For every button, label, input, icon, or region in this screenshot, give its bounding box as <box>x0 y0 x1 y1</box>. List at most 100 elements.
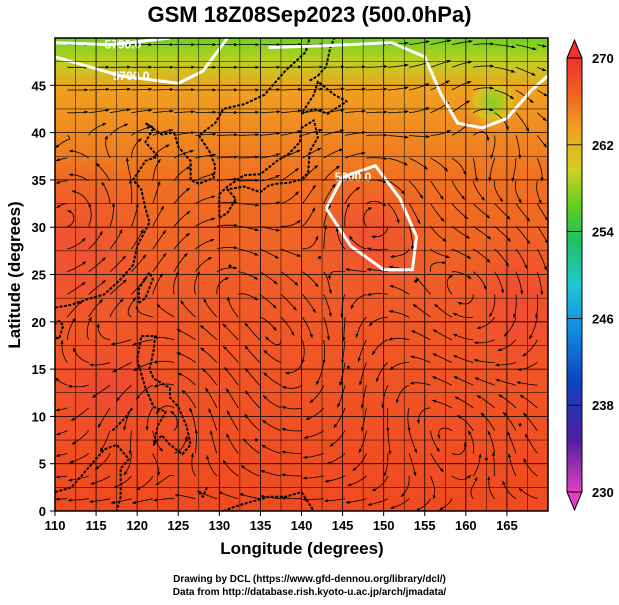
streamline <box>524 433 538 454</box>
streamline <box>94 453 111 470</box>
streamline <box>280 248 302 257</box>
streamline <box>302 108 324 114</box>
x-tick-label-145: 145 <box>332 518 354 533</box>
streamline <box>280 316 295 336</box>
temperature-field: 5700.0 5790.0 5900.0 <box>55 38 548 511</box>
streamline <box>199 325 218 341</box>
streamline <box>131 138 142 159</box>
streamline <box>480 412 495 431</box>
streamline <box>515 135 522 160</box>
streamline <box>68 475 89 482</box>
streamline <box>66 317 76 340</box>
streamline <box>222 459 239 477</box>
streamline <box>386 407 390 433</box>
coastline-5 <box>137 271 154 304</box>
coastline-12 <box>309 74 319 82</box>
streamline <box>494 89 515 100</box>
streamline <box>389 362 410 371</box>
streamline <box>71 430 90 445</box>
streamline <box>173 253 188 272</box>
streamline <box>68 173 89 182</box>
streamline <box>226 296 239 318</box>
x-tick-label-165: 165 <box>496 518 518 533</box>
colorbar-tick-label-246: 246 <box>592 311 614 326</box>
streamline <box>515 112 530 132</box>
streamline <box>431 399 453 409</box>
streamline <box>173 166 191 182</box>
streamline <box>55 452 68 457</box>
streamline <box>453 376 474 386</box>
x-tick-label-155: 155 <box>414 518 436 533</box>
streamline <box>494 66 516 73</box>
streamline <box>244 345 260 363</box>
streamline <box>86 316 92 340</box>
streamline <box>536 157 544 182</box>
streamline <box>55 157 68 162</box>
coastline-0 <box>55 122 175 309</box>
streamline <box>537 112 547 122</box>
streamline <box>472 203 491 219</box>
streamline <box>216 200 238 204</box>
streamline <box>67 261 87 273</box>
streamline <box>345 65 367 69</box>
streamline <box>225 388 239 409</box>
streamline <box>323 183 336 204</box>
streamline <box>367 498 388 506</box>
streamline <box>432 376 453 386</box>
streamline <box>222 345 239 363</box>
streamline <box>152 205 165 227</box>
streamline <box>333 407 346 428</box>
streamline <box>412 304 431 318</box>
streamline <box>208 408 218 431</box>
streamline <box>97 407 111 428</box>
streamline <box>508 453 517 477</box>
y-tick-label-30: 30 <box>32 220 46 235</box>
streamline <box>383 453 389 477</box>
streamline <box>430 39 452 45</box>
streamline <box>472 180 485 201</box>
streamline <box>476 395 495 409</box>
streamline <box>324 475 346 483</box>
streamline <box>89 362 111 367</box>
streamline <box>451 100 471 114</box>
streamline <box>452 312 474 318</box>
streamline <box>451 441 467 456</box>
colorbar-tick-label-238: 238 <box>592 398 614 413</box>
streamline <box>238 155 260 159</box>
streamline <box>302 294 316 314</box>
streamline <box>507 431 517 454</box>
streamline <box>169 411 178 431</box>
streamline <box>206 455 218 477</box>
streamline <box>112 362 132 373</box>
streamline <box>195 238 215 250</box>
streamline <box>260 469 282 477</box>
y-axis: 0 5 10 15 20 25 30 35 40 45 <box>32 78 55 519</box>
streamline <box>301 316 313 339</box>
streamline <box>67 237 86 250</box>
streamline <box>301 184 316 204</box>
streamline <box>432 353 453 363</box>
streamline <box>490 135 496 159</box>
streamline <box>514 180 522 204</box>
island-1 <box>346 365 350 369</box>
streamline <box>358 430 367 454</box>
streamline <box>494 203 511 220</box>
streamline <box>324 498 346 503</box>
x-tick-label-150: 150 <box>373 518 395 533</box>
streamline <box>280 167 299 182</box>
streamline <box>152 230 167 250</box>
streamline <box>123 453 132 476</box>
streamline <box>451 60 473 68</box>
streamline <box>67 110 89 114</box>
streamline <box>472 225 492 240</box>
streamline <box>88 257 106 273</box>
streamline <box>375 362 389 383</box>
streamline <box>368 316 388 327</box>
streamline <box>388 309 410 318</box>
y-axis-title: Latitude (degrees) <box>5 201 24 348</box>
streamline <box>498 394 517 409</box>
streamline <box>323 203 331 227</box>
streamline <box>360 385 367 409</box>
streamline <box>152 144 170 159</box>
